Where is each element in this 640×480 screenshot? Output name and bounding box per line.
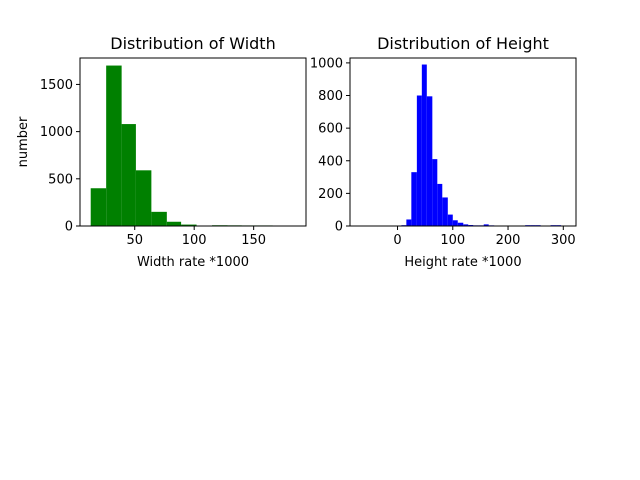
chart-height-distribution: Distribution of Height 0 100 200 300 0 200 400… (310, 34, 577, 270)
x-tick-label: 50 (126, 233, 143, 248)
y-tick-label: 400 (318, 154, 343, 169)
y-tick-label: 0 (65, 220, 73, 235)
histogram-bar (406, 219, 412, 226)
histogram-bar (416, 95, 422, 227)
x-axis-label: Width rate *1000 (137, 255, 249, 270)
y-tick-label: 200 (318, 187, 343, 202)
histogram-bar (452, 220, 458, 226)
histogram-bar (106, 65, 122, 226)
histogram-bar (411, 172, 417, 226)
histogram-bar (437, 183, 443, 226)
y-tick-label: 1000 (40, 125, 73, 140)
histogram-bar (166, 221, 182, 226)
x-tick-label: 100 (182, 233, 207, 248)
x-tick-label: 150 (241, 233, 266, 248)
histogram-bar (151, 211, 167, 226)
y-axis-label: number (16, 116, 31, 167)
axes-frame (79, 57, 307, 227)
histogram-bar (181, 224, 197, 226)
x-tick-label: 0 (393, 233, 401, 248)
x-tick-label: 100 (440, 233, 465, 248)
axes-frame (349, 57, 577, 227)
chart-title: Distribution of Width (110, 34, 275, 53)
histogram-bar (121, 124, 136, 226)
x-tick-label: 200 (496, 233, 521, 248)
histogram-bar (421, 64, 427, 227)
x-tick-label: 300 (551, 233, 576, 248)
histogram-bar (90, 188, 107, 226)
y-tick-label: 800 (318, 89, 343, 104)
ticks: 0 100 200 300 0 200 400 600 800 1000 (310, 56, 576, 248)
histogram-bar (426, 96, 433, 226)
histogram-bar (463, 224, 469, 226)
y-tick-label: 1000 (310, 56, 343, 71)
y-tick-label: 1500 (40, 78, 73, 93)
histogram-bar (457, 222, 464, 226)
histogram-bar (432, 159, 438, 226)
y-tick-label: 500 (48, 172, 73, 187)
y-tick-label: 0 (335, 220, 343, 235)
histogram-bar (442, 197, 448, 226)
y-tick-label: 600 (318, 122, 343, 137)
histogram-bar (135, 170, 152, 226)
histogram-bar (483, 224, 489, 226)
chart-title: Distribution of Height (377, 34, 549, 53)
chart-width-distribution: Distribution of Width 50 100 1500500100015… (16, 34, 307, 270)
x-axis-label: Height rate *1000 (404, 255, 521, 270)
histogram-bar (447, 214, 453, 226)
